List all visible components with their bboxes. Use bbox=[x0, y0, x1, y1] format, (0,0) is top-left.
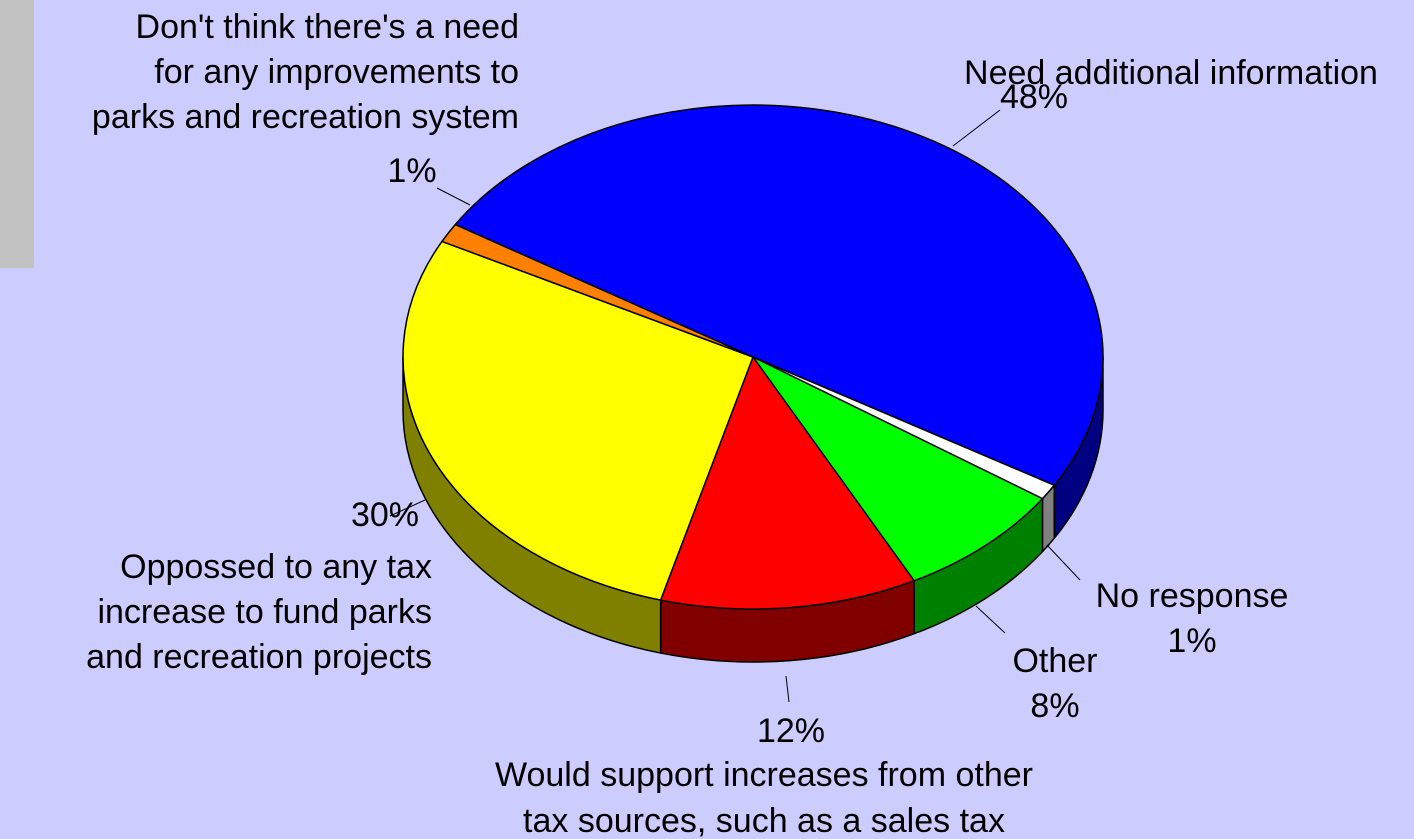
leader-line-no-need bbox=[436, 187, 471, 206]
leader-line-no-response bbox=[1046, 544, 1081, 581]
pie-slice-other bbox=[752, 356, 1044, 582]
leader-line-oppossed bbox=[389, 499, 426, 517]
slice-label-oppossed: and recreation projects bbox=[86, 638, 432, 676]
slice-value-no-response: 1% bbox=[1167, 622, 1216, 660]
left-edge-bar bbox=[0, 0, 34, 268]
slice-value-tax-sources: 12% bbox=[757, 712, 825, 750]
pie-slice-oppossed bbox=[402, 240, 754, 601]
slice-label-no-need: Don't think there's a need bbox=[136, 8, 519, 46]
pie-slice-need-info bbox=[454, 104, 1104, 487]
slice-label-no-need: parks and recreation system bbox=[92, 98, 519, 136]
slice-value-oppossed: 30% bbox=[351, 496, 419, 534]
leader-line-other bbox=[975, 605, 1006, 634]
pie-slice-tax-sources bbox=[659, 356, 915, 610]
slice-label-tax-sources: Would support increases from other bbox=[495, 756, 1033, 794]
pie-slice-no-need bbox=[441, 223, 754, 358]
slice-label-oppossed: increase to fund parks bbox=[97, 593, 432, 631]
slice-label-tax-sources: tax sources, such as a sales tax bbox=[523, 802, 1005, 839]
slice-value-other: 8% bbox=[1030, 687, 1079, 725]
slice-label-oppossed: Oppossed to any tax bbox=[120, 548, 432, 586]
leader-line-tax-sources bbox=[785, 675, 790, 703]
slice-label-no-response: No response bbox=[1096, 577, 1289, 615]
slice-label-no-need: for any improvements to bbox=[154, 53, 519, 91]
slice-value-no-need: 1% bbox=[387, 152, 436, 190]
leader-line-need-info bbox=[952, 109, 1001, 147]
slice-label-other: Other bbox=[1012, 642, 1097, 680]
slice-label-need-info: Need additional information bbox=[964, 54, 1378, 92]
slice-value-need-info: 48% bbox=[1000, 78, 1068, 116]
